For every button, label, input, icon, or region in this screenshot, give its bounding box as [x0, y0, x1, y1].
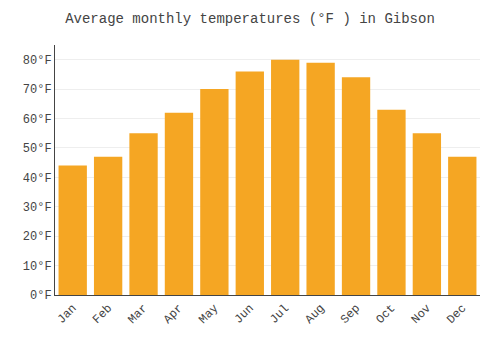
svg-text:10°F: 10°F	[23, 260, 52, 274]
svg-text:Apr: Apr	[161, 302, 186, 327]
svg-text:50°F: 50°F	[23, 142, 52, 156]
svg-text:Feb: Feb	[90, 302, 115, 327]
svg-text:Sep: Sep	[338, 302, 363, 327]
svg-text:20°F: 20°F	[23, 230, 52, 244]
svg-text:Average monthly temperatures (: Average monthly temperatures (°F ) in Gi…	[65, 11, 435, 27]
svg-text:May: May	[196, 302, 221, 327]
svg-text:30°F: 30°F	[23, 201, 52, 215]
svg-text:40°F: 40°F	[23, 172, 52, 186]
svg-text:70°F: 70°F	[23, 83, 52, 97]
svg-text:80°F: 80°F	[23, 54, 52, 68]
svg-text:Aug: Aug	[303, 302, 328, 327]
svg-text:Nov: Nov	[409, 302, 434, 327]
svg-text:Mar: Mar	[125, 302, 150, 327]
svg-text:Jan: Jan	[55, 302, 80, 327]
svg-text:0°F: 0°F	[30, 289, 52, 303]
svg-text:60°F: 60°F	[23, 113, 52, 127]
svg-text:Oct: Oct	[373, 302, 398, 327]
svg-text:Jun: Jun	[232, 302, 257, 327]
svg-text:Dec: Dec	[444, 302, 469, 327]
svg-text:Jul: Jul	[267, 302, 292, 327]
